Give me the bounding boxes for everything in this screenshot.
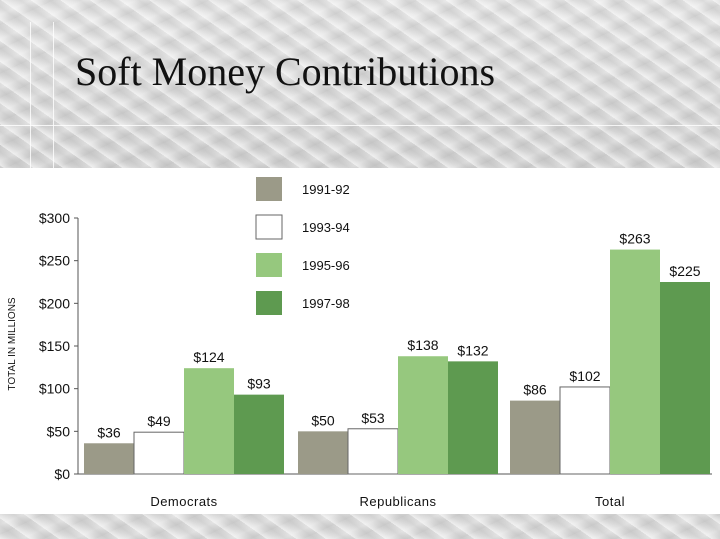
bars: $36 $49 $124 $93 $50 $53 $138 $132 $86 $102 $263 $2…	[84, 231, 710, 475]
y-tick-label: $100	[39, 381, 70, 397]
y-axis-title: TOTAL IN MILLIONS	[7, 297, 18, 390]
y-axis-title-group: TOTAL IN MILLIONS	[7, 297, 18, 390]
y-tick-label: $0	[54, 466, 70, 482]
legend-label: 1993-94	[302, 220, 350, 235]
value-label: $263	[619, 231, 650, 247]
bar-democrats-1993-94	[133, 431, 185, 475]
slide-title: Soft Money Contributions	[75, 49, 496, 94]
bar-total-1997-98	[660, 282, 710, 474]
category-label: Total	[595, 494, 625, 509]
bar-republicans-1993-94	[347, 428, 399, 475]
value-label: $138	[407, 337, 438, 353]
value-label: $124	[193, 349, 224, 365]
value-label: $86	[523, 382, 547, 398]
value-label: $50	[311, 412, 335, 428]
value-label: $132	[457, 342, 488, 358]
legend: 1991-92 1993-94 1995-96 1997-98	[255, 177, 350, 315]
y-tick-label: $150	[39, 338, 70, 354]
bar-democrats-1997-98	[234, 394, 284, 474]
category-label: Democrats	[150, 494, 217, 509]
legend-swatch	[256, 291, 282, 315]
bar-republicans-1991-92	[298, 431, 348, 474]
bar-democrats-1991-92	[84, 443, 134, 474]
bar-total-1995-96	[610, 249, 660, 474]
y-tick-label: $50	[47, 423, 71, 439]
y-tick-label: $200	[39, 295, 70, 311]
bar-total-1991-92	[510, 400, 560, 474]
category-label: Republicans	[359, 494, 436, 509]
y-tick-label: $300	[39, 210, 70, 226]
decorative-frame-vertical	[30, 22, 54, 172]
legend-label: 1991-92	[302, 182, 350, 197]
bar-chart: TOTAL IN MILLIONS $0 $50 $100 $150 $200 $250 $…	[7, 177, 712, 509]
decorative-frame-horizontal	[0, 125, 720, 126]
legend-swatch	[256, 253, 282, 277]
legend-swatch	[256, 177, 282, 201]
bar-democrats-1995-96	[184, 368, 234, 474]
chart-panel: TOTAL IN MILLIONS $0 $50 $100 $150 $200 $250 $…	[0, 168, 720, 514]
value-label: $36	[97, 424, 121, 440]
value-label: $53	[361, 410, 385, 426]
value-label: $225	[669, 263, 700, 279]
value-label: $102	[569, 368, 600, 384]
legend-label: 1995-96	[302, 258, 350, 273]
bar-total-1993-94	[559, 386, 611, 475]
legend-label: 1997-98	[302, 296, 350, 311]
bar-republicans-1995-96	[398, 356, 448, 474]
y-tick-label: $250	[39, 253, 70, 269]
value-label: $93	[247, 376, 271, 392]
legend-swatch	[255, 214, 283, 240]
bar-republicans-1997-98	[448, 361, 498, 474]
value-label: $49	[147, 413, 171, 429]
